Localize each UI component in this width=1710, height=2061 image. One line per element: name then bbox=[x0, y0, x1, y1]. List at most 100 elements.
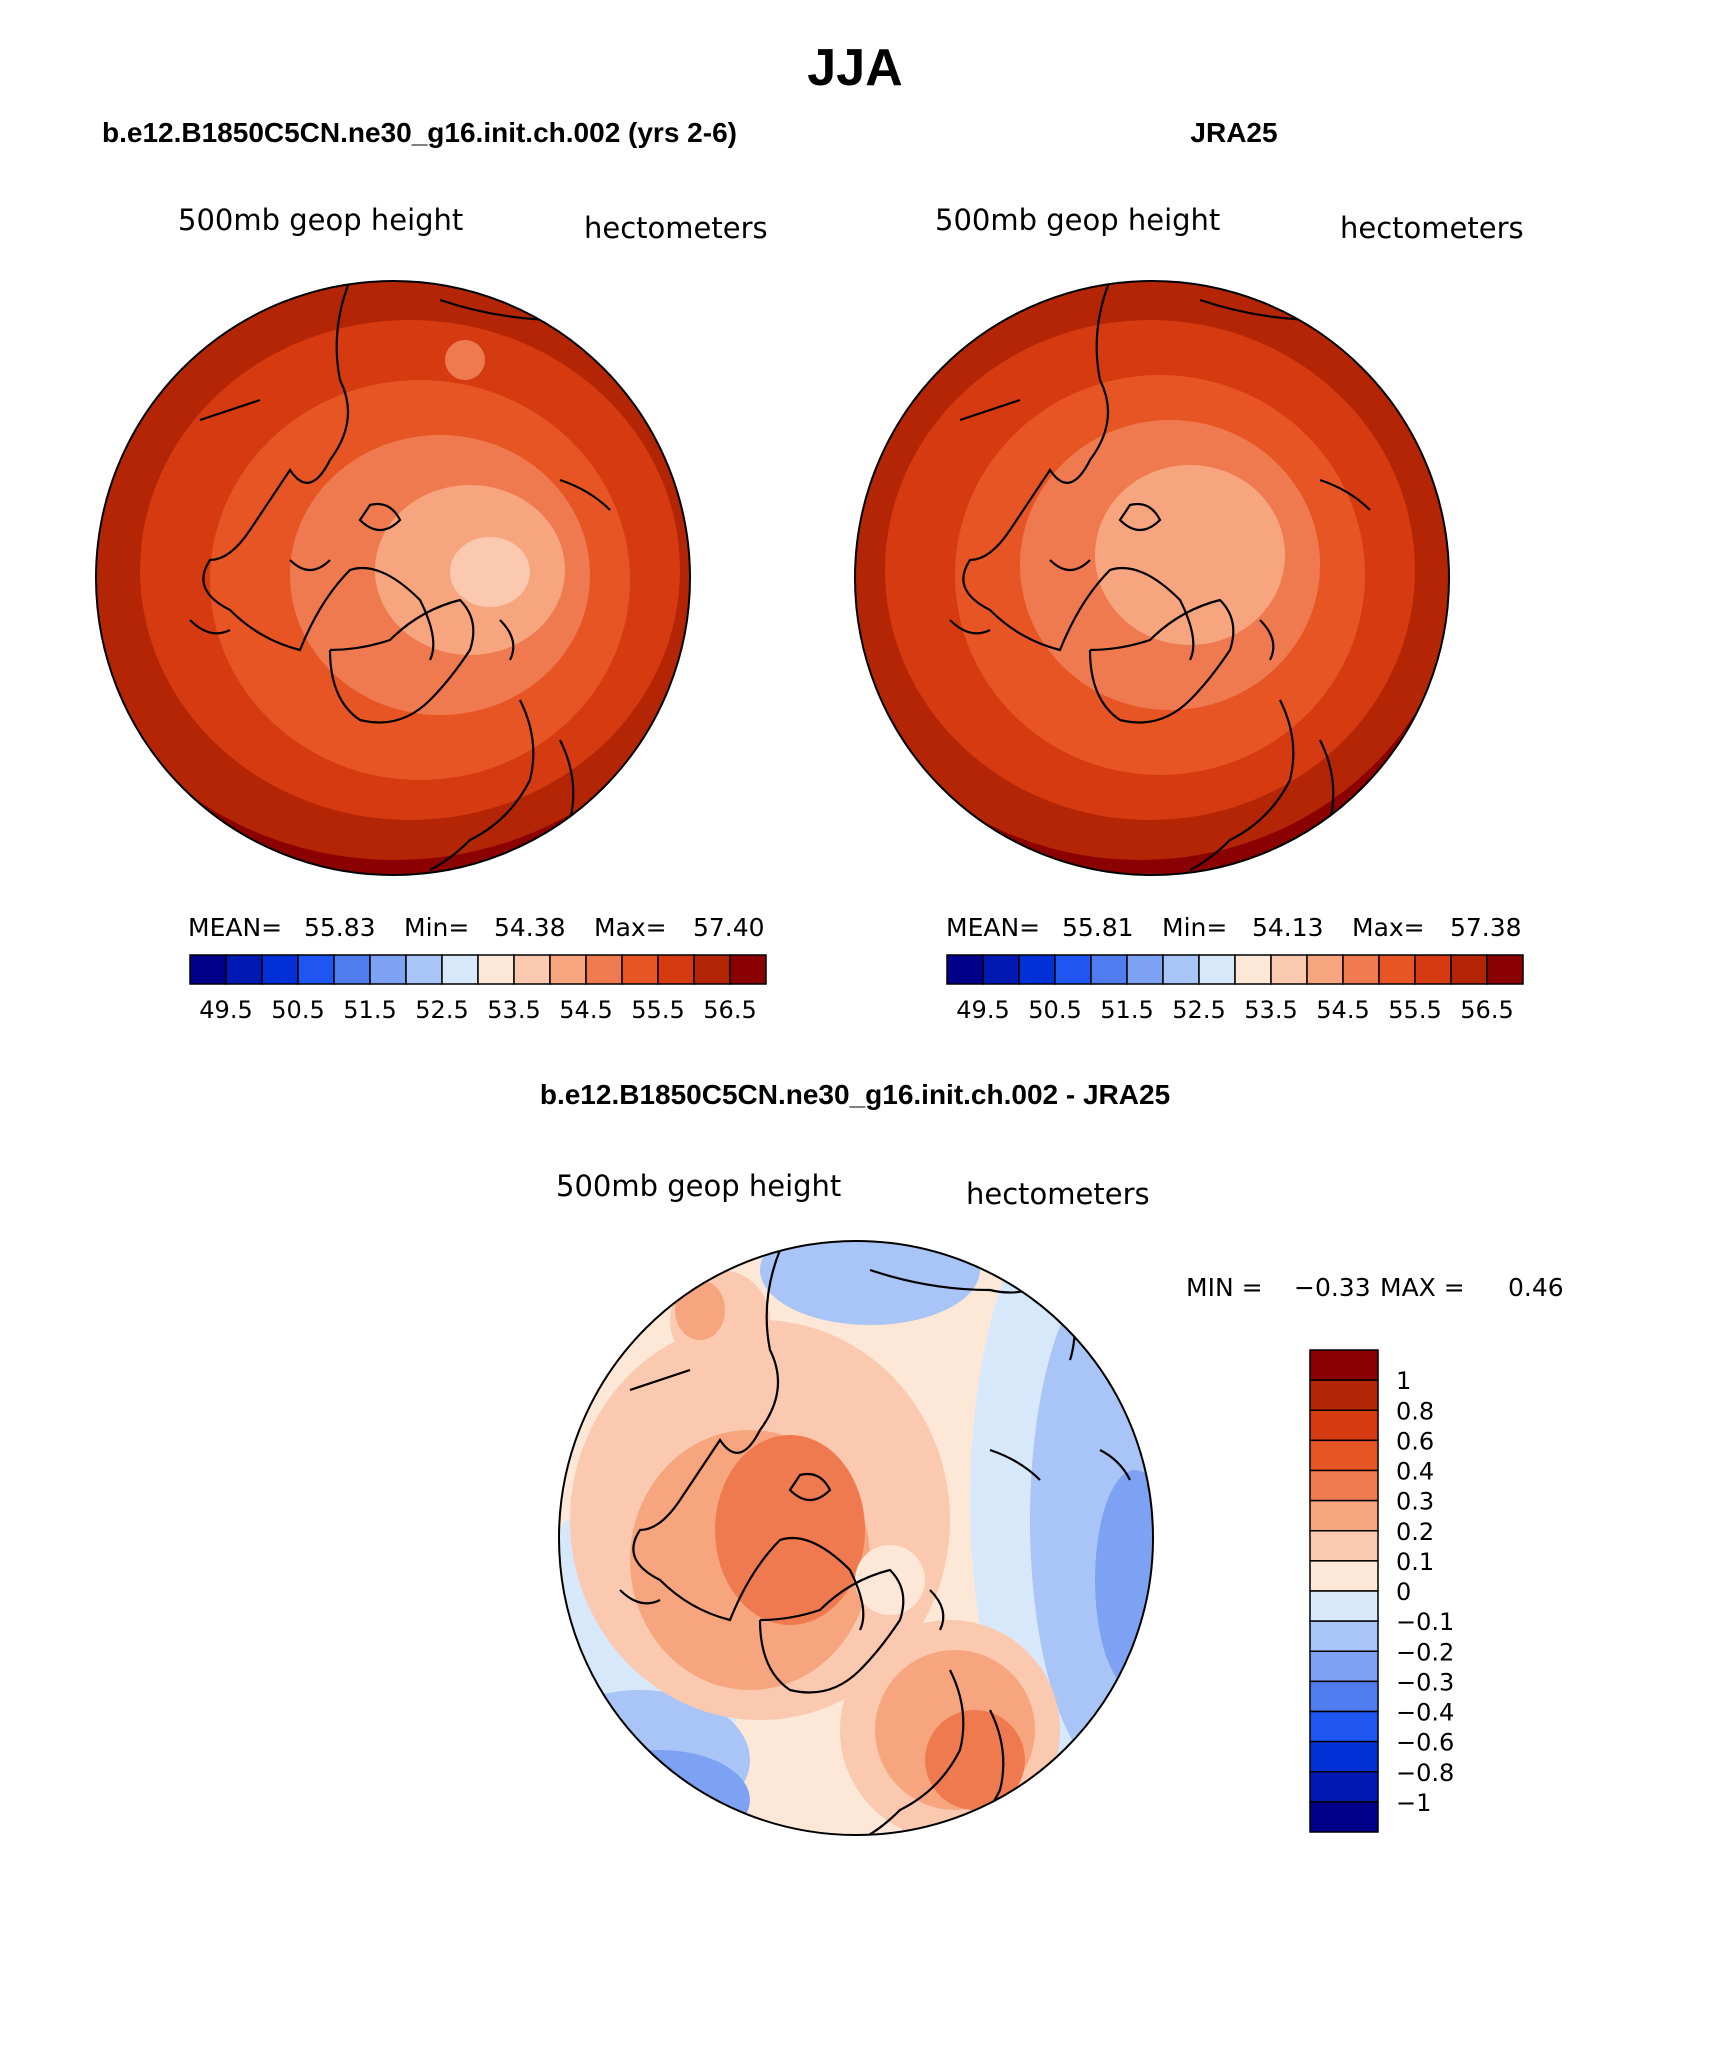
min-value: −0.33 bbox=[1294, 1273, 1371, 1302]
max-value: 57.40 bbox=[693, 913, 765, 942]
panel-model-map bbox=[96, 281, 690, 875]
min-label: MIN = bbox=[1186, 1273, 1263, 1302]
panel-diff-stats: MIN = −0.33 MAX = 0.46 bbox=[1186, 1273, 1564, 1302]
colorbar-tick-label: 0.3 bbox=[1396, 1488, 1434, 1516]
colorbar-swatch bbox=[1309, 1801, 1379, 1833]
colorbar-swatch bbox=[1309, 1530, 1379, 1562]
colorbar-swatch bbox=[1309, 1680, 1379, 1713]
colorbar-swatch bbox=[333, 954, 371, 985]
colorbar-tick-label: 49.5 bbox=[199, 996, 252, 1024]
colorbar-tick-label: 1 bbox=[1396, 1367, 1411, 1395]
colorbar-tick-label: 55.5 bbox=[631, 996, 684, 1024]
colorbar-swatch bbox=[1309, 1349, 1379, 1381]
panel-diff: b.e12.B1850C5CN.ne30_g16.init.ch.002 - J… bbox=[540, 1079, 1564, 1836]
colorbar-model-ticks: 49.5 50.5 51.5 52.5 53.5 54.5 55.5 56.5 bbox=[199, 996, 756, 1024]
colorbar-tick-label: 50.5 bbox=[1028, 996, 1081, 1024]
colorbar-swatch bbox=[1378, 954, 1416, 985]
panel-model: b.e12.B1850C5CN.ne30_g16.init.ch.002 (yr… bbox=[95, 117, 768, 1024]
colorbar-swatch bbox=[1270, 954, 1308, 985]
colorbar-swatch bbox=[1309, 1409, 1379, 1442]
colorbar-tick-label: 0.8 bbox=[1396, 1397, 1434, 1425]
panel-diff-title: b.e12.B1850C5CN.ne30_g16.init.ch.002 - J… bbox=[540, 1079, 1170, 1110]
colorbar-swatch bbox=[1018, 954, 1056, 985]
colorbar-swatch bbox=[1414, 954, 1452, 985]
colorbar-tick-label: 0 bbox=[1396, 1578, 1411, 1606]
figure-title: JJA bbox=[807, 39, 902, 97]
colorbar-swatch bbox=[982, 954, 1020, 985]
max-label: Max= bbox=[594, 913, 667, 942]
panel-obs-map-border bbox=[854, 280, 1450, 876]
colorbar-tick-label: 53.5 bbox=[1244, 996, 1297, 1024]
max-value: 0.46 bbox=[1508, 1273, 1564, 1302]
colorbar-swatch bbox=[549, 954, 587, 985]
colorbar-tick-label: 0.2 bbox=[1396, 1518, 1434, 1546]
panel-obs-variable: 500mb geop height bbox=[935, 203, 1220, 237]
colorbar-tick-label: 52.5 bbox=[1172, 996, 1225, 1024]
panel-obs-stats: MEAN= 55.81 Min= 54.13 Max= 57.38 bbox=[946, 913, 1522, 942]
colorbar-swatch bbox=[441, 954, 479, 985]
colorbar-tick-label: 54.5 bbox=[1316, 996, 1369, 1024]
colorbar-swatch bbox=[1198, 954, 1236, 985]
colorbar-swatch bbox=[1450, 954, 1488, 985]
colorbar-tick-label: −0.2 bbox=[1396, 1638, 1454, 1666]
colorbar-tick-label: 52.5 bbox=[415, 996, 468, 1024]
colorbar-tick-label: 50.5 bbox=[271, 996, 324, 1024]
colorbar-swatch bbox=[1309, 1590, 1379, 1622]
max-value: 57.38 bbox=[1450, 913, 1522, 942]
colorbar-swatch bbox=[1309, 1499, 1379, 1532]
panel-diff-map-border bbox=[558, 1240, 1154, 1836]
colorbar-tick-label: 56.5 bbox=[703, 996, 756, 1024]
colorbar-tick-label: 55.5 bbox=[1388, 996, 1441, 1024]
colorbar-swatch bbox=[1234, 954, 1272, 985]
colorbar-tick-label: −0.1 bbox=[1396, 1608, 1454, 1636]
colorbar-swatch bbox=[1306, 954, 1344, 985]
colorbar-tick-label: 0.1 bbox=[1396, 1548, 1434, 1576]
min-value: 54.13 bbox=[1252, 913, 1324, 942]
colorbar-swatch bbox=[585, 954, 623, 985]
colorbar-tick-label: −0.6 bbox=[1396, 1729, 1454, 1757]
colorbar-swatch bbox=[1309, 1620, 1379, 1652]
colorbar-tick-label: 51.5 bbox=[1100, 996, 1153, 1024]
panel-diff-units: hectometers bbox=[966, 1177, 1150, 1211]
min-label: Min= bbox=[1162, 913, 1227, 942]
colorbar-tick-label: −1 bbox=[1396, 1789, 1431, 1817]
colorbar-swatch bbox=[477, 954, 515, 985]
panel-model-map-border bbox=[95, 280, 691, 876]
min-value: 54.38 bbox=[494, 913, 566, 942]
colorbar-tick-label: 0.6 bbox=[1396, 1427, 1434, 1455]
colorbar-tick-label: −0.3 bbox=[1396, 1668, 1454, 1696]
panel-model-stats: MEAN= 55.83 Min= 54.38 Max= 57.40 bbox=[188, 913, 765, 942]
colorbar-swatch bbox=[297, 954, 335, 985]
colorbar-tick-label: 53.5 bbox=[487, 996, 540, 1024]
colorbar-swatch bbox=[621, 954, 659, 985]
colorbar-swatch bbox=[1090, 954, 1128, 985]
panel-obs: JRA25 500mb geop height hectometers bbox=[854, 117, 1524, 1024]
colorbar-swatch bbox=[1162, 954, 1200, 985]
mean-value: 55.83 bbox=[304, 913, 376, 942]
colorbar-swatch bbox=[405, 954, 443, 985]
colorbar-swatch bbox=[513, 954, 551, 985]
max-label: Max= bbox=[1352, 913, 1425, 942]
colorbar-swatch bbox=[1054, 954, 1092, 985]
panel-obs-title: JRA25 bbox=[1190, 117, 1277, 148]
colorbar-tick-label: −0.4 bbox=[1396, 1699, 1454, 1727]
colorbar-tick-label: 51.5 bbox=[343, 996, 396, 1024]
mean-value: 55.81 bbox=[1062, 913, 1134, 942]
panel-obs-map bbox=[855, 281, 1449, 875]
colorbar-swatch bbox=[225, 954, 263, 985]
panel-model-units: hectometers bbox=[584, 211, 768, 245]
colorbar-swatch bbox=[1309, 1560, 1379, 1592]
colorbar-swatch bbox=[1342, 954, 1380, 985]
panel-model-variable: 500mb geop height bbox=[178, 203, 463, 237]
colorbar-swatch bbox=[261, 954, 299, 985]
colorbar-obs bbox=[946, 954, 1524, 985]
colorbar-tick-label: 49.5 bbox=[956, 996, 1009, 1024]
colorbar-swatch bbox=[693, 954, 731, 985]
mean-label: MEAN= bbox=[946, 913, 1040, 942]
colorbar-tick-label: 54.5 bbox=[559, 996, 612, 1024]
colorbar-swatch bbox=[657, 954, 695, 985]
panel-diff-map bbox=[559, 1241, 1153, 1835]
colorbar-swatch bbox=[369, 954, 407, 985]
panel-obs-units: hectometers bbox=[1340, 211, 1524, 245]
